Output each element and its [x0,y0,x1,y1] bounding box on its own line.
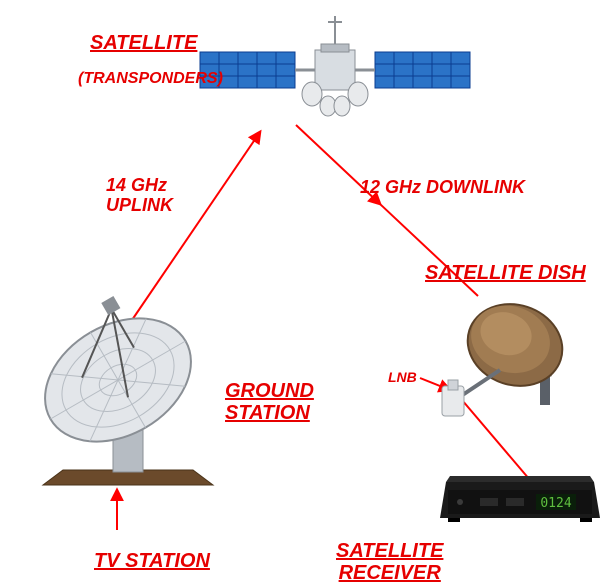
receiver-display: 0124 [540,496,571,511]
uplink-label: 14 GHz UPLINK [106,176,173,216]
lnb-label: LNB [388,370,417,385]
ground-station-icon [28,290,228,490]
satellite-dish-label: SATELLITE DISH [425,262,586,284]
tv-station-label: TV STATION [94,550,210,572]
satellite-receiver-label: SATELLITE RECEIVER [336,540,443,584]
ground-station-label: GROUND STATION [225,380,314,424]
satellite-dish-icon [430,290,590,440]
lnb-icon [442,380,464,416]
satellite-icon [200,10,470,130]
downlink-label: 12 GHz DOWNLINK [360,178,525,198]
satellite-receiver-icon: 0124 [440,470,600,530]
transponders-label: (TRANSPONDERS) [78,70,223,88]
satellite-label: SATELLITE [90,32,197,54]
